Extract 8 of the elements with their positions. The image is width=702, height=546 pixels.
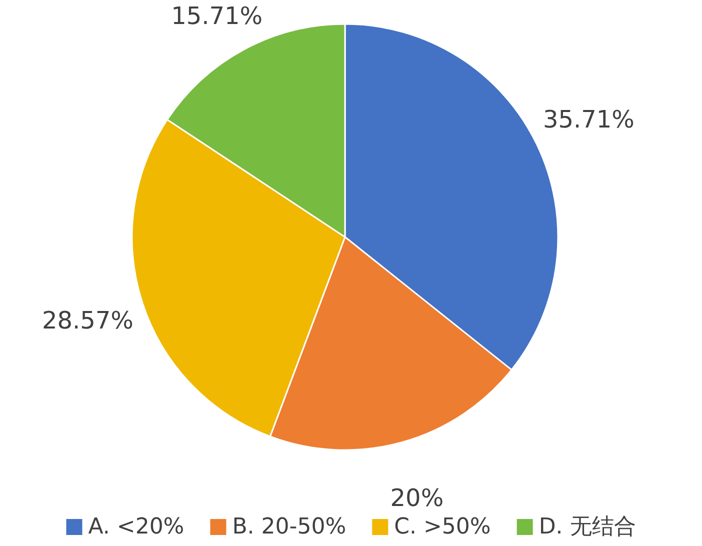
legend-label: A. <20% [88, 514, 184, 540]
data-label: 28.57% [42, 306, 134, 335]
data-label: 35.71% [542, 106, 634, 134]
legend-label: D. 无结合 [538, 514, 636, 540]
data-label: 20% [390, 484, 444, 512]
legend-label: B. 20-50% [232, 514, 346, 540]
legend-label: C. >50% [394, 514, 491, 540]
data-label: 15.71% [171, 2, 263, 30]
